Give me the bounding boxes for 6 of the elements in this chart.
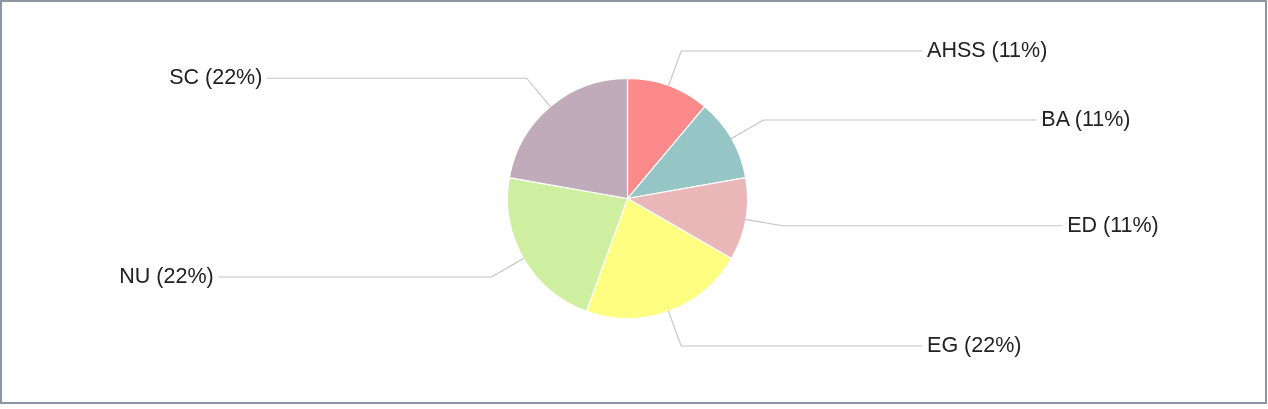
slice-label: SC (22%) [169,65,263,90]
slice-label: AHSS (11%) [927,37,1048,62]
slice-label: NU (22%) [119,264,214,288]
slice-label: BA (11%) [1041,107,1131,131]
slice-label: ED (11%) [1067,212,1159,237]
slice-label: EG (22%) [927,333,1022,358]
